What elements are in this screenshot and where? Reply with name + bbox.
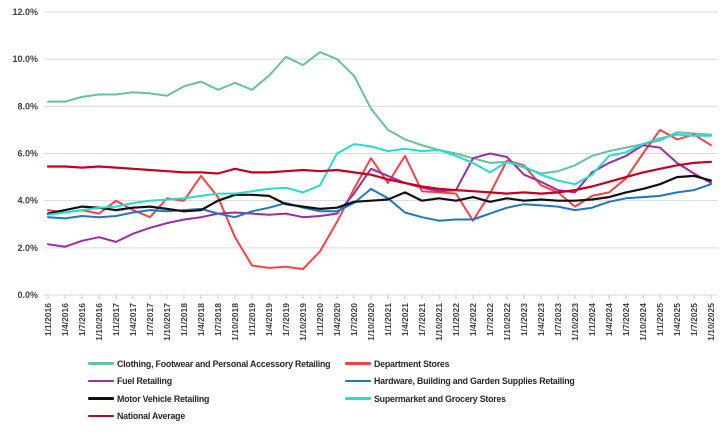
x-axis-label: 1/10/2019 bbox=[298, 303, 308, 341]
x-axis-label: 1/4/2024 bbox=[604, 303, 614, 336]
legend-label: Supermarket and Grocery Stores bbox=[374, 393, 506, 404]
x-axis-label: 1/1/2018 bbox=[179, 303, 189, 336]
y-axis-label: 12.0% bbox=[12, 7, 38, 17]
legend-label: Hardware, Building and Garden Supplies R… bbox=[374, 376, 575, 386]
x-axis-label: 1/7/2023 bbox=[553, 303, 563, 336]
x-axis-label: 1/4/2025 bbox=[672, 303, 682, 336]
y-axis-label: 4.0% bbox=[17, 196, 38, 206]
x-axis-label: 1/10/2024 bbox=[638, 303, 648, 341]
x-axis-label: 1/1/2020 bbox=[315, 303, 325, 336]
legend-item-clothing-footwear: Clothing, Footwear and Personal Accessor… bbox=[88, 357, 345, 370]
legend-swatch-national-average bbox=[88, 414, 114, 418]
legend-label: Fuel Retailing bbox=[117, 376, 172, 386]
x-axis-label: 1/10/2021 bbox=[434, 303, 444, 341]
legend-label: National Average bbox=[117, 411, 186, 421]
x-axis-label: 1/4/2017 bbox=[128, 303, 138, 336]
legend-item-motor-vehicle: Motor Vehicle Retailing bbox=[88, 392, 345, 405]
series-line-national-average bbox=[46, 160, 713, 195]
x-axis-label: 1/10/2017 bbox=[162, 303, 172, 341]
legend-item-hardware-building-garden: Hardware, Building and Garden Supplies R… bbox=[345, 375, 575, 388]
x-axis-label: 1/4/2019 bbox=[264, 303, 274, 336]
x-axis-label: 1/7/2016 bbox=[77, 303, 87, 336]
x-axis-label: 1/1/2021 bbox=[383, 303, 393, 336]
legend-label: Clothing, Footwear and Personal Accessor… bbox=[117, 358, 331, 369]
x-axis-label: 1/10/2022 bbox=[502, 303, 512, 341]
x-axis-label: 1/4/2022 bbox=[468, 303, 478, 336]
x-axis-label: 1/4/2021 bbox=[400, 303, 410, 336]
legend-swatch-motor-vehicle bbox=[88, 397, 114, 400]
x-axis-label: 1/4/2016 bbox=[60, 303, 70, 336]
series-line-fuel-retailing bbox=[47, 144, 712, 248]
x-axis-label: 1/7/2021 bbox=[417, 303, 427, 336]
series-line-hardware-building-garden bbox=[47, 183, 712, 222]
line-chart: 0.0% 2.0% 4.0% 6.0% 8.0% 10.0% 12.0% 1/1/2016 1/… bbox=[12, 7, 718, 341]
y-axis-label: 8.0% bbox=[17, 101, 38, 111]
legend-item-fuel-retailing: Fuel Retailing bbox=[88, 375, 345, 388]
x-axis-label: 1/10/2016 bbox=[94, 303, 104, 341]
x-axis-label: 1/4/2018 bbox=[196, 303, 206, 336]
legend-item-national-average: National Average bbox=[88, 410, 345, 423]
x-axis-label: 1/7/2025 bbox=[689, 303, 699, 336]
legend-item-department-stores: Department Stores bbox=[345, 357, 575, 370]
x-axis-label: 1/7/2022 bbox=[485, 303, 495, 336]
y-axis-label: 10.0% bbox=[12, 54, 38, 64]
x-axis-label: 1/4/2023 bbox=[536, 303, 546, 336]
x-axis-label: 1/10/2025 bbox=[706, 303, 716, 341]
x-axis-label: 1/1/2023 bbox=[519, 303, 529, 336]
x-axis-label: 1/4/2020 bbox=[332, 303, 342, 336]
series-line-clothing-footwear bbox=[47, 51, 712, 175]
x-axis-label: 1/1/2016 bbox=[43, 303, 53, 336]
x-axis-label: 1/1/2017 bbox=[111, 303, 121, 336]
y-axis-label: 0.0% bbox=[17, 290, 38, 300]
series-line-motor-vehicle bbox=[46, 174, 713, 215]
x-axis-label: 1/1/2022 bbox=[451, 303, 461, 336]
y-axis-label: 6.0% bbox=[17, 149, 38, 159]
legend-swatch-hardware-building-garden bbox=[345, 379, 371, 383]
x-axis-label: 1/7/2020 bbox=[349, 303, 359, 336]
legend-swatch-department-stores bbox=[345, 362, 371, 365]
legend-swatch-clothing-footwear bbox=[88, 362, 114, 365]
x-axis-label: 1/7/2024 bbox=[621, 303, 631, 336]
x-axis-label: 1/1/2019 bbox=[247, 303, 257, 336]
legend-item-supermarket-grocery: Supermarket and Grocery Stores bbox=[345, 392, 575, 405]
legend: Clothing, Footwear and Personal Accessor… bbox=[88, 357, 575, 423]
x-axis-label: 1/7/2019 bbox=[281, 303, 291, 336]
x-axis-label: 1/1/2025 bbox=[655, 303, 665, 336]
legend-label: Motor Vehicle Retailing bbox=[117, 393, 210, 404]
x-axis-label: 1/10/2020 bbox=[366, 303, 376, 341]
x-axis-label: 1/7/2018 bbox=[213, 303, 223, 336]
x-axis-label: 1/7/2017 bbox=[145, 303, 155, 336]
legend-swatch-supermarket-grocery bbox=[345, 397, 371, 400]
x-axis-label: 1/10/2023 bbox=[570, 303, 580, 341]
legend-label: Department Stores bbox=[374, 358, 450, 369]
x-axis-label: 1/10/2018 bbox=[230, 303, 240, 341]
legend-swatch-fuel-retailing bbox=[88, 379, 114, 383]
x-axis-label: 1/1/2024 bbox=[587, 303, 597, 336]
y-axis-label: 2.0% bbox=[17, 243, 38, 253]
series-line-supermarket-grocery bbox=[47, 133, 712, 216]
